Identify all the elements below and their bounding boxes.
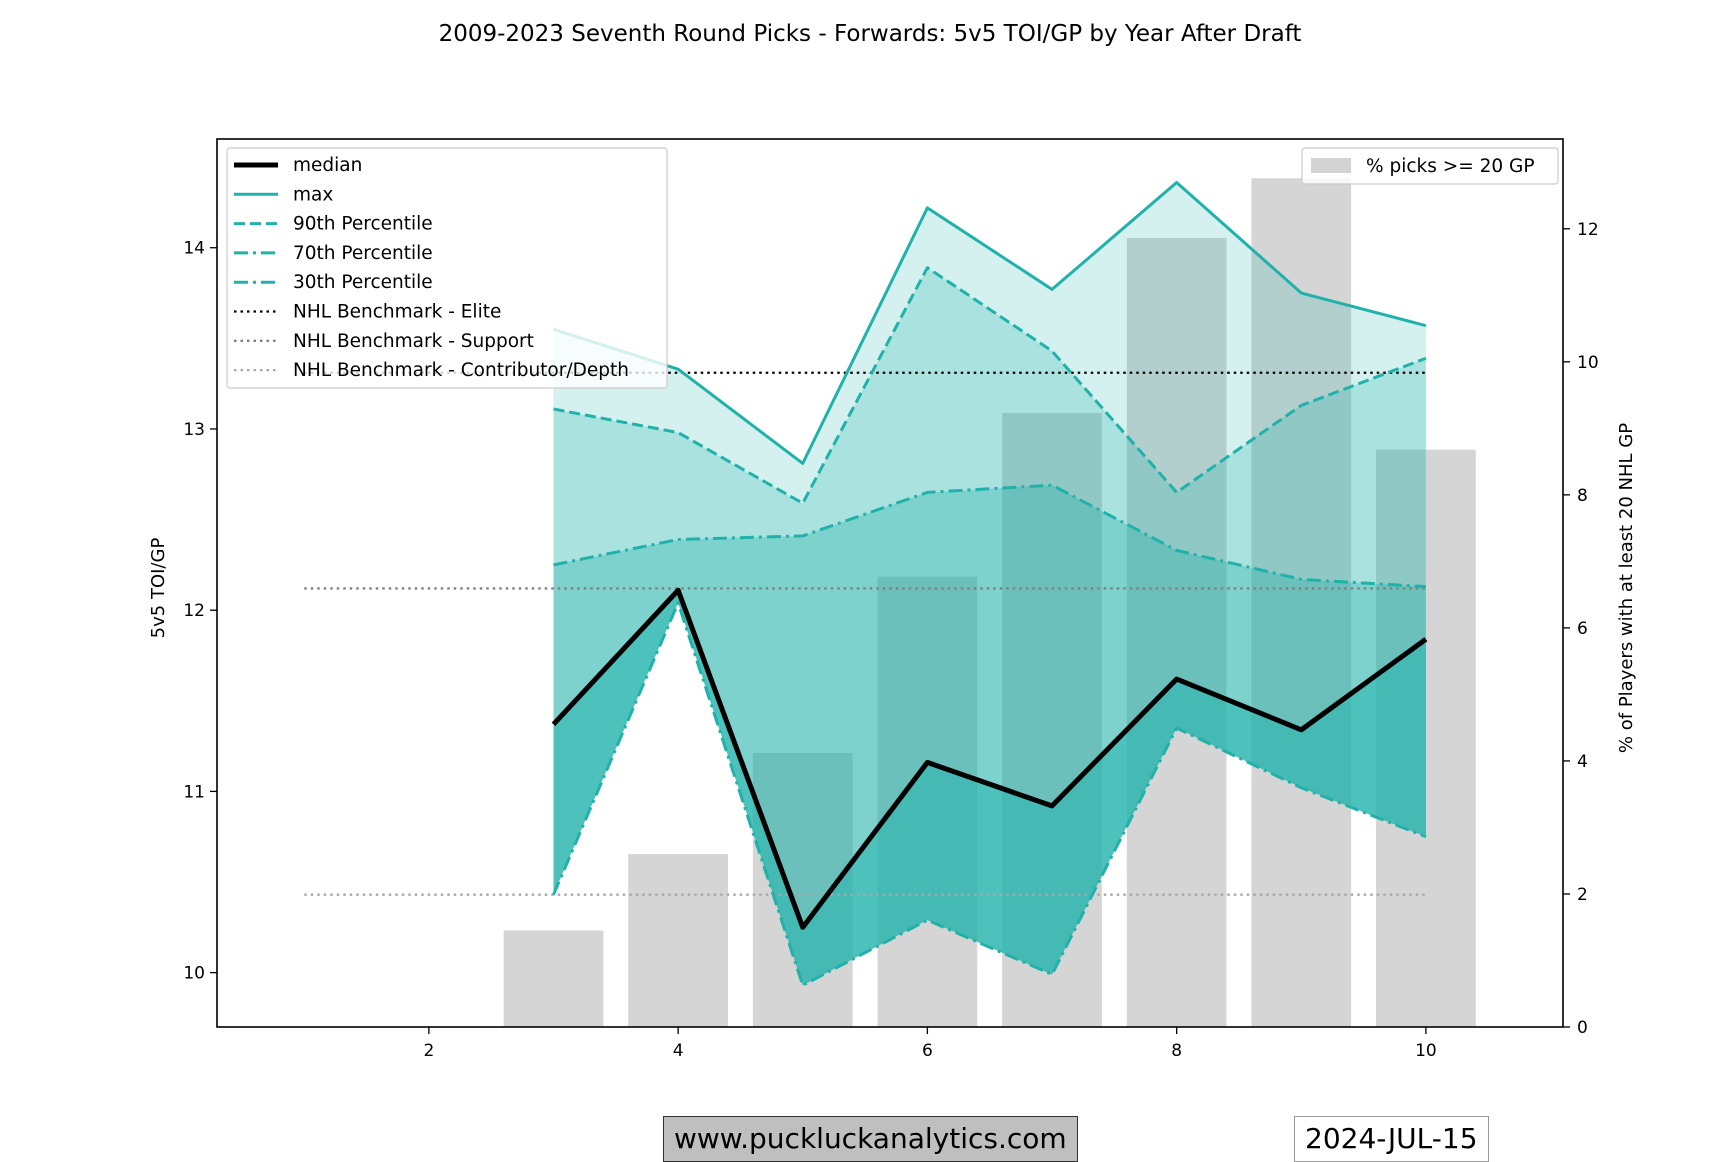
legend-box-right xyxy=(1301,147,1559,185)
y-right-tick-label: 6 xyxy=(1577,619,1588,639)
series-line-max xyxy=(553,180,1427,465)
y-axis-left-label: 5v5 TOI/GP xyxy=(148,538,169,639)
benchmarks-layer xyxy=(304,371,1426,896)
series-line-90th-percentile xyxy=(553,266,1427,505)
band-70-median xyxy=(553,485,1426,928)
plot-frame xyxy=(216,138,1564,1028)
legend-label: 90th Percentile xyxy=(293,214,433,235)
y-right-tick-label: 12 xyxy=(1577,220,1599,240)
legend-label: 30th Percentile xyxy=(293,272,433,293)
x-tick-label: 2 xyxy=(423,1041,434,1061)
legend-label: median xyxy=(293,155,362,176)
legend-label-bars: % picks >= 20 GP xyxy=(1366,156,1535,177)
y-left-tick-label: 14 xyxy=(183,239,205,259)
y-axis-right-label: % of Players with at least 20 NHL GP xyxy=(1616,423,1637,753)
y-right-tick-label: 8 xyxy=(1577,486,1588,506)
y-right-tick-label: 2 xyxy=(1577,885,1588,905)
legend-layer: median max 90th Percentile 70th Percentile 3… xyxy=(226,147,1559,389)
legend-label: NHL Benchmark - Contributor/Depth xyxy=(293,360,629,381)
date-footer: 2024-JUL-15 xyxy=(1294,1116,1489,1162)
y-right-tick-label: 10 xyxy=(1577,353,1599,373)
website-footer: www.puckluckanalytics.com xyxy=(663,1116,1078,1162)
y-left-tick-label: 12 xyxy=(183,601,205,621)
x-tick-label: 10 xyxy=(1415,1041,1437,1061)
chart-title: 2009-2023 Seventh Round Picks - Forwards… xyxy=(439,21,1302,47)
band-max-90 xyxy=(553,182,1426,504)
lines-layer xyxy=(551,180,1428,987)
bar-year-4 xyxy=(628,854,728,1027)
axes-layer: 2 4 6 8 10 10 11 12 13 14 0 2 4 6 8 10 12 xyxy=(183,138,1599,1061)
legend-label: NHL Benchmark - Elite xyxy=(293,302,501,323)
series-line-median xyxy=(551,587,1428,930)
legend-box-left xyxy=(226,147,668,389)
y-left-tick-label: 10 xyxy=(183,964,205,984)
legend-label: 70th Percentile xyxy=(293,243,433,264)
x-tick-label: 8 xyxy=(1171,1041,1182,1061)
y-right-tick-label: 0 xyxy=(1577,1018,1588,1038)
bar-year-3 xyxy=(503,930,604,1027)
y-left-tick-label: 11 xyxy=(183,782,205,802)
legend-label: NHL Benchmark - Support xyxy=(293,331,534,352)
series-line-30th-percentile xyxy=(552,601,1427,987)
y-right-tick-label: 4 xyxy=(1577,752,1588,772)
series-line-70th-percentile xyxy=(553,483,1426,589)
y-left-tick-label: 13 xyxy=(183,420,205,440)
x-tick-label: 4 xyxy=(673,1041,684,1061)
legend-label: max xyxy=(293,184,333,205)
x-tick-label: 6 xyxy=(922,1041,933,1061)
legend-swatch-bars xyxy=(1311,158,1351,173)
band-90-70 xyxy=(553,267,1426,587)
